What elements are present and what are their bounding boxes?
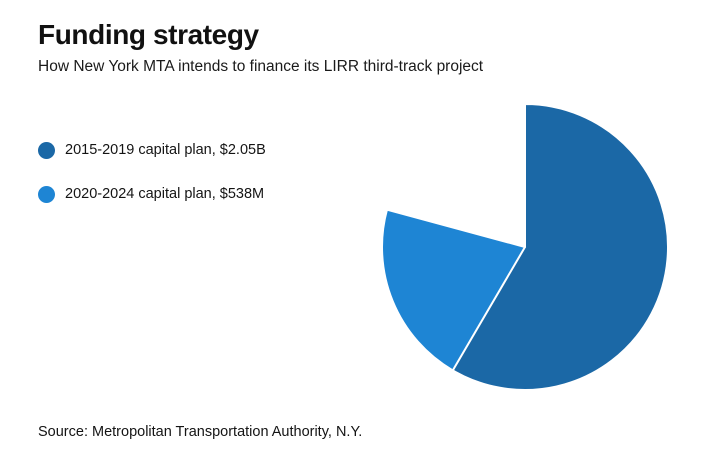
legend-swatch-icon (38, 185, 55, 203)
chart-legend: 2015-2019 capital plan, $2.05B 2020-2024… (38, 140, 358, 228)
legend-item-2020-2024[interactable]: 2020-2024 capital plan, $538M (38, 184, 358, 204)
chart-subtitle: How New York MTA intends to finance its … (38, 58, 484, 75)
legend-item-label: 2015-2019 capital plan, $2.05B (65, 142, 266, 158)
chart-header: Funding strategy How New York MTA intend… (38, 18, 678, 77)
source-note: Source: Metropolitan Transportation Auth… (38, 424, 363, 440)
pie-chart (381, 103, 669, 391)
legend-swatch-icon (38, 141, 55, 159)
page-title: Funding strategy (38, 19, 259, 50)
legend-item-label: 2020-2024 capital plan, $538M (65, 186, 265, 202)
pie-slice[interactable] (381, 208, 526, 372)
pie-chart-svg (381, 103, 669, 391)
legend-item-2015-2019[interactable]: 2015-2019 capital plan, $2.05B (38, 140, 358, 160)
